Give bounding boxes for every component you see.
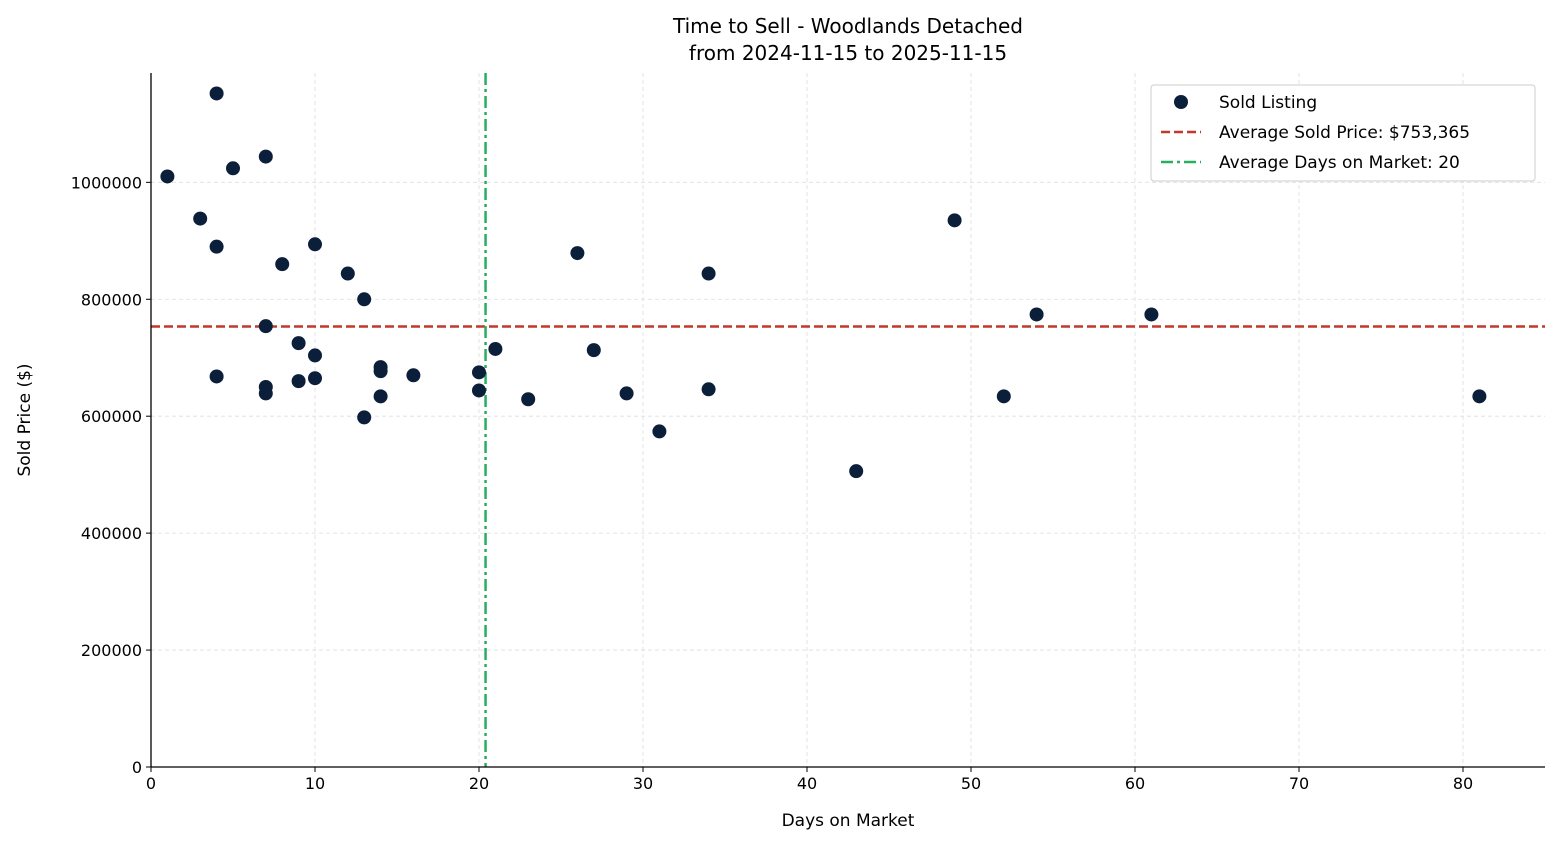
data-point: [570, 246, 585, 261]
data-point: [373, 364, 388, 379]
legend-box: [1150, 84, 1536, 182]
legend-label-avg-price: Average Sold Price: $753,365: [1219, 123, 1470, 143]
data-point: [291, 374, 306, 389]
y-tick-label: 1000000: [71, 173, 142, 192]
data-point: [258, 319, 273, 334]
chart-subtitle: from 2024-11-15 to 2025-11-15: [689, 41, 1007, 65]
data-point: [308, 371, 322, 386]
data-point: [996, 389, 1011, 404]
data-point: [849, 464, 864, 479]
data-point: [209, 86, 224, 101]
data-point: [619, 386, 634, 401]
y-axis-label: Sold Price ($): [15, 363, 35, 476]
data-point: [373, 389, 388, 404]
data-point: [258, 386, 273, 401]
x-tick-label: 80: [1453, 774, 1473, 793]
data-point: [1144, 307, 1159, 322]
points: [160, 86, 1487, 479]
x-tick-label: 0: [146, 774, 156, 793]
y-tick-label: 600000: [81, 407, 142, 426]
legend: Sold Listing Average Sold Price: $753,36…: [1150, 84, 1536, 182]
data-point: [701, 382, 716, 397]
data-point: [1472, 389, 1487, 404]
y-tick-label: 0: [132, 758, 142, 777]
reference-lines: [151, 73, 1545, 767]
x-tick-label: 30: [633, 774, 653, 793]
x-tick-label: 70: [1289, 774, 1309, 793]
data-point: [488, 341, 503, 356]
grid: [151, 73, 1545, 767]
data-point: [226, 161, 240, 176]
data-point: [701, 266, 716, 281]
y-tick-label: 400000: [81, 524, 142, 543]
axes: 0 10 20 30 40 50 60 70 80 0 200000 400000 600000 8000…: [71, 73, 1545, 793]
data-point: [586, 343, 601, 358]
chart-title: Time to Sell - Woodlands Detached: [672, 14, 1023, 38]
x-tick-label: 10: [305, 774, 325, 793]
data-point: [472, 383, 486, 398]
legend-label-avg-days: Average Days on Market: 20: [1219, 153, 1460, 173]
y-tick-label: 800000: [81, 290, 142, 309]
data-point: [357, 410, 372, 425]
x-tick-label: 60: [1125, 774, 1145, 793]
legend-label-points: Sold Listing: [1219, 93, 1317, 113]
data-point: [258, 149, 273, 164]
data-point: [160, 169, 175, 184]
data-point: [209, 369, 224, 384]
data-point: [291, 336, 306, 351]
data-point: [521, 392, 536, 407]
y-tick-label: 200000: [81, 641, 142, 660]
x-tick-label: 50: [961, 774, 981, 793]
data-point: [193, 211, 208, 226]
data-point: [1029, 307, 1044, 322]
data-point: [308, 237, 322, 252]
data-point: [308, 348, 322, 363]
data-point: [209, 239, 224, 254]
legend-marker-points: [1174, 95, 1188, 109]
data-point: [406, 368, 421, 383]
data-point: [472, 365, 486, 380]
data-point: [357, 292, 372, 307]
x-tick-label: 40: [797, 774, 817, 793]
data-point: [340, 266, 355, 281]
data-point: [947, 213, 962, 228]
data-point: [652, 424, 667, 439]
data-point: [275, 257, 290, 272]
x-tick-label: 20: [469, 774, 489, 793]
x-axis-label: Days on Market: [782, 811, 915, 831]
